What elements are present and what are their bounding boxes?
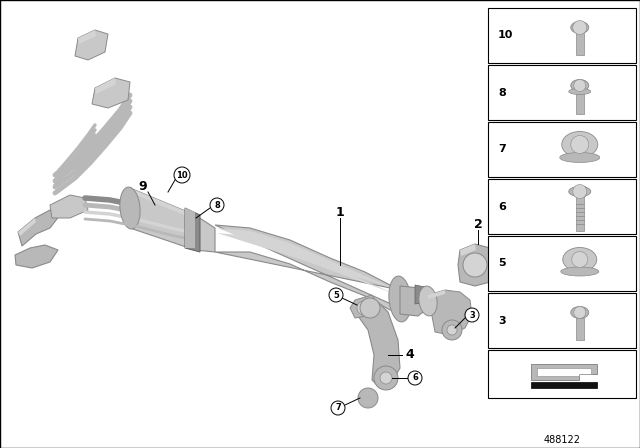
Circle shape xyxy=(572,251,588,267)
Bar xyxy=(488,65,636,120)
Text: 10: 10 xyxy=(498,30,513,40)
Bar xyxy=(488,122,636,177)
Bar xyxy=(488,8,636,63)
Ellipse shape xyxy=(569,89,591,95)
Ellipse shape xyxy=(571,79,589,91)
Text: 9: 9 xyxy=(139,181,147,194)
Text: 7: 7 xyxy=(498,145,506,155)
Polygon shape xyxy=(531,364,597,379)
Bar xyxy=(576,319,584,340)
Bar xyxy=(488,350,636,398)
Ellipse shape xyxy=(563,247,596,271)
Polygon shape xyxy=(428,290,472,335)
Ellipse shape xyxy=(569,186,591,197)
Text: 3: 3 xyxy=(498,315,506,326)
Polygon shape xyxy=(460,244,476,256)
Circle shape xyxy=(442,320,462,340)
Polygon shape xyxy=(50,195,88,218)
Bar xyxy=(488,236,636,291)
Circle shape xyxy=(447,325,457,335)
Text: 4: 4 xyxy=(406,349,414,362)
Circle shape xyxy=(573,21,587,34)
Polygon shape xyxy=(92,78,130,108)
Circle shape xyxy=(574,79,586,91)
Circle shape xyxy=(573,185,587,198)
Circle shape xyxy=(210,198,224,212)
Text: 2: 2 xyxy=(474,219,483,232)
Polygon shape xyxy=(415,285,427,304)
Circle shape xyxy=(329,288,343,302)
Ellipse shape xyxy=(419,286,437,316)
Ellipse shape xyxy=(389,276,411,322)
Circle shape xyxy=(331,401,345,415)
Circle shape xyxy=(465,308,479,322)
Circle shape xyxy=(174,167,190,183)
Text: 7: 7 xyxy=(335,404,341,413)
Text: 6: 6 xyxy=(412,374,418,383)
Polygon shape xyxy=(185,208,200,252)
Polygon shape xyxy=(75,30,108,60)
Circle shape xyxy=(574,306,586,319)
Polygon shape xyxy=(130,188,196,220)
Polygon shape xyxy=(95,78,116,94)
Text: 6: 6 xyxy=(498,202,506,211)
Circle shape xyxy=(374,366,398,390)
Text: 8: 8 xyxy=(214,201,220,210)
Text: 5: 5 xyxy=(498,258,506,268)
Polygon shape xyxy=(217,228,395,294)
Bar xyxy=(488,293,636,348)
Bar xyxy=(488,179,636,234)
Polygon shape xyxy=(362,302,379,314)
Polygon shape xyxy=(78,30,96,44)
Circle shape xyxy=(357,301,371,315)
Circle shape xyxy=(360,298,380,318)
Bar xyxy=(576,197,584,232)
Ellipse shape xyxy=(571,22,589,34)
Circle shape xyxy=(571,135,589,154)
Circle shape xyxy=(463,253,487,277)
Bar xyxy=(531,382,597,388)
Ellipse shape xyxy=(571,306,589,319)
Ellipse shape xyxy=(120,187,140,229)
Ellipse shape xyxy=(561,267,599,276)
Bar xyxy=(576,34,584,56)
Polygon shape xyxy=(18,218,36,236)
Circle shape xyxy=(408,371,422,385)
Polygon shape xyxy=(350,295,378,318)
Circle shape xyxy=(380,372,392,384)
Text: 5: 5 xyxy=(333,290,339,300)
Text: 1: 1 xyxy=(335,206,344,219)
Polygon shape xyxy=(458,244,492,286)
Circle shape xyxy=(358,388,378,408)
Polygon shape xyxy=(130,188,215,252)
Polygon shape xyxy=(538,368,591,375)
Polygon shape xyxy=(428,290,445,299)
Text: 8: 8 xyxy=(498,87,506,98)
Bar xyxy=(576,95,584,115)
Polygon shape xyxy=(400,286,430,316)
Ellipse shape xyxy=(560,152,600,163)
Text: 488122: 488122 xyxy=(543,435,580,445)
Bar xyxy=(575,186,585,197)
Text: 3: 3 xyxy=(469,310,475,319)
Polygon shape xyxy=(215,225,400,310)
Polygon shape xyxy=(358,302,400,388)
Polygon shape xyxy=(15,245,58,268)
Ellipse shape xyxy=(562,132,598,158)
Text: 10: 10 xyxy=(176,171,188,180)
Polygon shape xyxy=(185,208,195,248)
Polygon shape xyxy=(18,210,60,246)
